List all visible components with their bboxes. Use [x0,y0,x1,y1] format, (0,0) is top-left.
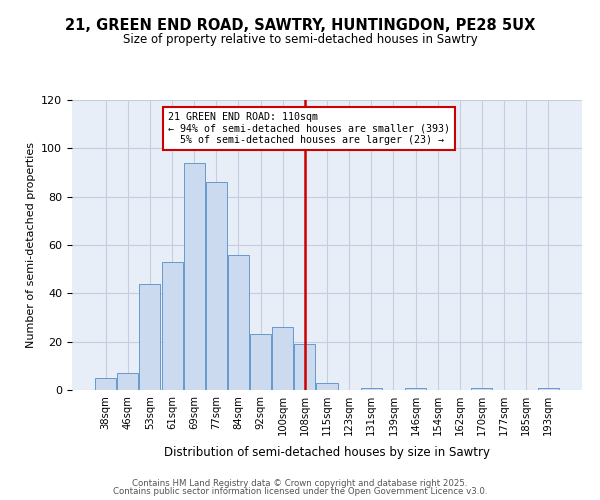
Bar [316,383,338,390]
Bar [118,373,139,390]
Bar [361,388,382,390]
Text: 21, GREEN END ROAD, SAWTRY, HUNTINGDON, PE28 5UX: 21, GREEN END ROAD, SAWTRY, HUNTINGDON, … [65,18,535,32]
Y-axis label: Number of semi-detached properties: Number of semi-detached properties [26,142,35,348]
Bar [206,182,227,390]
Bar [228,254,249,390]
Bar [405,388,426,390]
Bar [272,327,293,390]
Bar [472,388,493,390]
Bar [538,388,559,390]
Bar [184,163,205,390]
Text: Contains public sector information licensed under the Open Government Licence v3: Contains public sector information licen… [113,487,487,496]
Text: Size of property relative to semi-detached houses in Sawtry: Size of property relative to semi-detach… [122,32,478,46]
Text: 21 GREEN END ROAD: 110sqm
← 94% of semi-detached houses are smaller (393)
  5% o: 21 GREEN END ROAD: 110sqm ← 94% of semi-… [167,112,449,146]
Text: Contains HM Land Registry data © Crown copyright and database right 2025.: Contains HM Land Registry data © Crown c… [132,478,468,488]
Bar [250,334,271,390]
Bar [295,344,316,390]
X-axis label: Distribution of semi-detached houses by size in Sawtry: Distribution of semi-detached houses by … [164,446,490,460]
Bar [139,284,160,390]
Bar [161,262,182,390]
Bar [95,378,116,390]
